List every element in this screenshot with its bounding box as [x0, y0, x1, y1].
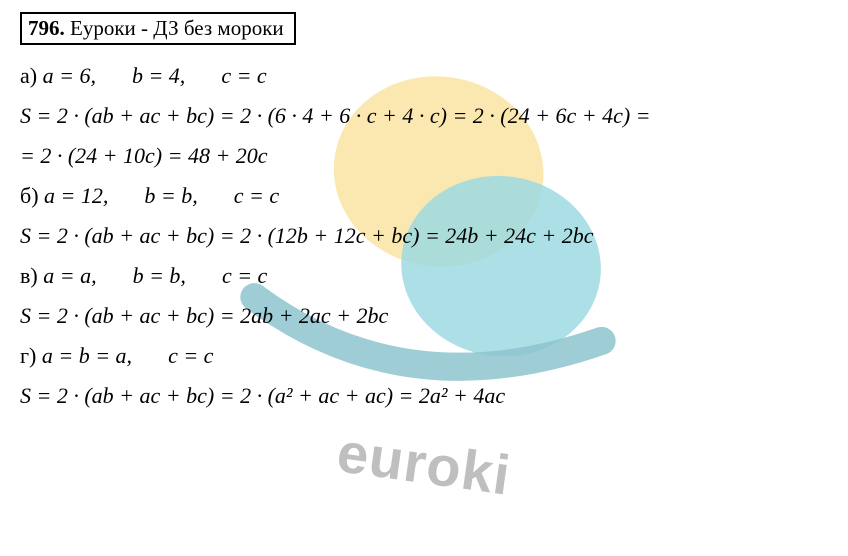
line-b-given: б) a = 12,b = b,c = c [20, 183, 828, 209]
line-v-given: в) a = a,b = b,c = c [20, 263, 828, 289]
line-a-eq1: S = 2 · (ab + ac + bc) = 2 · (6 · 4 + 6 … [20, 103, 828, 129]
line-g-given: г) a = b = a,c = c [20, 343, 828, 369]
line-a-eq2: = 2 · (24 + 10c) = 48 + 20c [20, 143, 828, 169]
problem-number: 796. [28, 16, 65, 40]
line-v-eq1: S = 2 · (ab + ac + bc) = 2ab + 2ac + 2bc [20, 303, 828, 329]
problem-source: Еуроки - ДЗ без мороки [65, 16, 284, 40]
line-a-given: а) a = 6,b = 4,c = c [20, 63, 828, 89]
problem-title: 796. Еуроки - ДЗ без мороки [20, 12, 296, 45]
line-b-eq1: S = 2 · (ab + ac + bc) = 2 · (12b + 12c … [20, 223, 828, 249]
line-g-eq1: S = 2 · (ab + ac + bc) = 2 · (a² + ac + … [20, 383, 828, 409]
document-content: 796. Еуроки - ДЗ без мороки а) a = 6,b =… [0, 0, 848, 435]
